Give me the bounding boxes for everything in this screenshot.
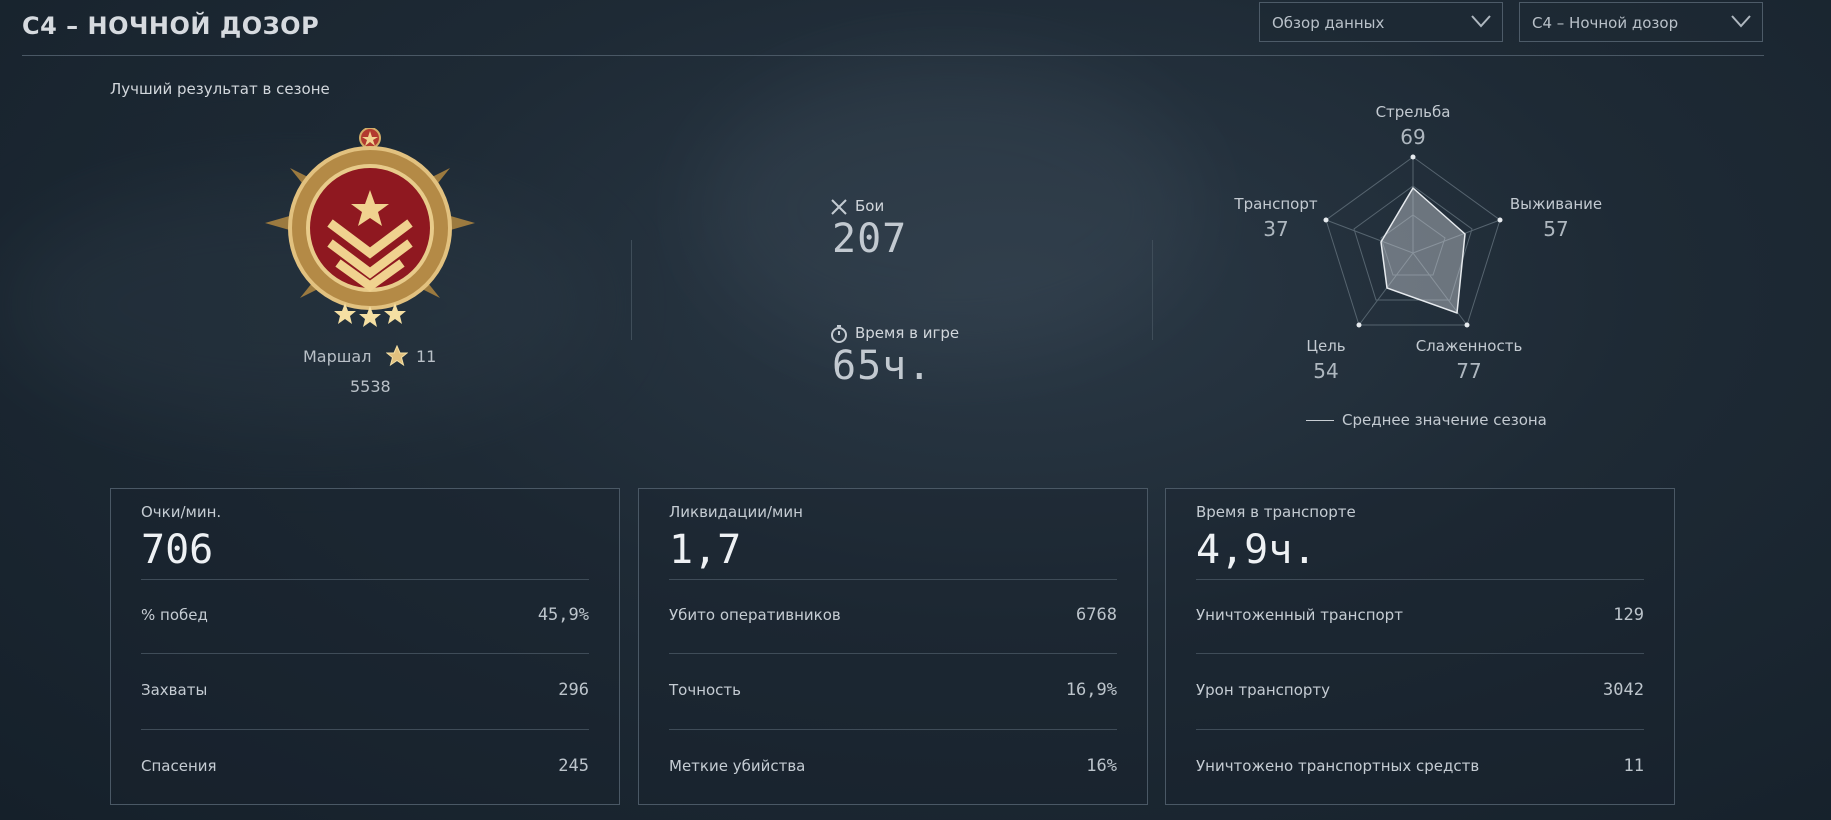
row-value: 11	[1623, 756, 1644, 776]
row-label: Уничтоженный транспорт	[1196, 606, 1403, 624]
radar-label-shooting: Стрельба	[1375, 103, 1451, 121]
view-dropdown-label: Обзор данных	[1272, 14, 1385, 32]
star-icon	[386, 345, 408, 367]
chevron-down-icon	[1471, 15, 1491, 28]
legend-label: Среднее значение сезона	[1342, 411, 1547, 429]
row-value: 45,9%	[537, 605, 589, 625]
stats-card-vehicles: Время в транспорте 4,9ч. Уничтоженный тр…	[1165, 488, 1675, 805]
row-label: Точность	[669, 681, 742, 699]
row-divider	[669, 729, 1117, 730]
row-label: Убито оперативников	[669, 606, 841, 624]
battles-value: 207	[832, 216, 908, 262]
row-value: 245	[558, 756, 589, 776]
stats-card-kills: Ликвидации/мин 1,7 Убито оперативников 6…	[638, 488, 1148, 805]
row-label: Уничтожено транспортных средств	[1196, 757, 1480, 775]
rank-level: 11	[416, 347, 437, 366]
season-dropdown[interactable]: С4 – Ночной дозор	[1519, 2, 1763, 42]
season-dropdown-label: С4 – Ночной дозор	[1532, 14, 1679, 32]
radar-value-objective: 54	[1313, 359, 1339, 383]
rank-score: 5538	[350, 377, 391, 396]
row-label: % побед	[141, 606, 208, 624]
row-divider	[141, 729, 589, 730]
row-divider	[669, 653, 1117, 654]
card-title: Очки/мин.	[141, 503, 222, 521]
radar-area	[1380, 186, 1466, 315]
background-smoke	[700, 60, 1200, 360]
view-dropdown[interactable]: Обзор данных	[1259, 2, 1503, 42]
stopwatch-icon	[831, 325, 847, 343]
legend-line	[1306, 420, 1334, 421]
playtime-label: Время в игре	[855, 324, 960, 342]
playtime-value: 65ч.	[832, 343, 933, 389]
row-divider	[1196, 579, 1644, 580]
rank-medal-icon	[265, 128, 475, 327]
radar-value-teamwork: 77	[1456, 359, 1482, 383]
chevron-down-icon	[1731, 15, 1751, 28]
row-value: 6768	[1076, 605, 1117, 625]
page-title: C4 – НОЧНОЙ ДОЗОР	[22, 12, 320, 40]
row-divider	[141, 579, 589, 580]
rank-name: Маршал	[303, 347, 372, 366]
section-divider	[631, 240, 632, 340]
row-value: 16%	[1086, 756, 1117, 776]
row-divider	[669, 579, 1117, 580]
row-label: Захваты	[141, 681, 208, 699]
section-divider	[1152, 240, 1153, 340]
radar-label-vehicle: Транспорт	[1234, 195, 1318, 213]
row-divider	[1196, 729, 1644, 730]
row-value: 3042	[1603, 680, 1644, 700]
radar-value-survival: 57	[1543, 217, 1569, 241]
best-result-label: Лучший результат в сезоне	[110, 80, 330, 98]
row-divider	[141, 653, 589, 654]
stats-card-score: Очки/мин. 706 % побед 45,9% Захваты 296 …	[110, 488, 620, 805]
card-title: Время в транспорте	[1196, 503, 1356, 521]
card-main-value: 1,7	[669, 527, 742, 573]
page-header: C4 – НОЧНОЙ ДОЗОР Обзор данных С4 – Ночн…	[22, 0, 1764, 56]
radar-value-shooting: 69	[1400, 125, 1426, 149]
crossed-swords-icon	[831, 199, 847, 215]
row-value: 16,9%	[1065, 680, 1117, 700]
radar-value-vehicle: 37	[1263, 217, 1289, 241]
skill-radar-chart	[1323, 154, 1503, 328]
row-divider	[1196, 653, 1644, 654]
radar-label-teamwork: Слаженность	[1415, 337, 1523, 355]
battles-label: Бои	[855, 197, 885, 215]
row-value: 296	[558, 680, 589, 700]
row-label: Урон транспорту	[1196, 681, 1331, 699]
card-main-value: 4,9ч.	[1196, 527, 1317, 573]
radar-label-objective: Цель	[1306, 337, 1346, 355]
card-main-value: 706	[141, 527, 214, 573]
row-label: Меткие убийства	[669, 757, 806, 775]
row-value: 129	[1613, 605, 1644, 625]
radar-label-survival: Выживание	[1509, 195, 1603, 213]
card-title: Ликвидации/мин	[669, 503, 803, 521]
row-label: Спасения	[141, 757, 217, 775]
